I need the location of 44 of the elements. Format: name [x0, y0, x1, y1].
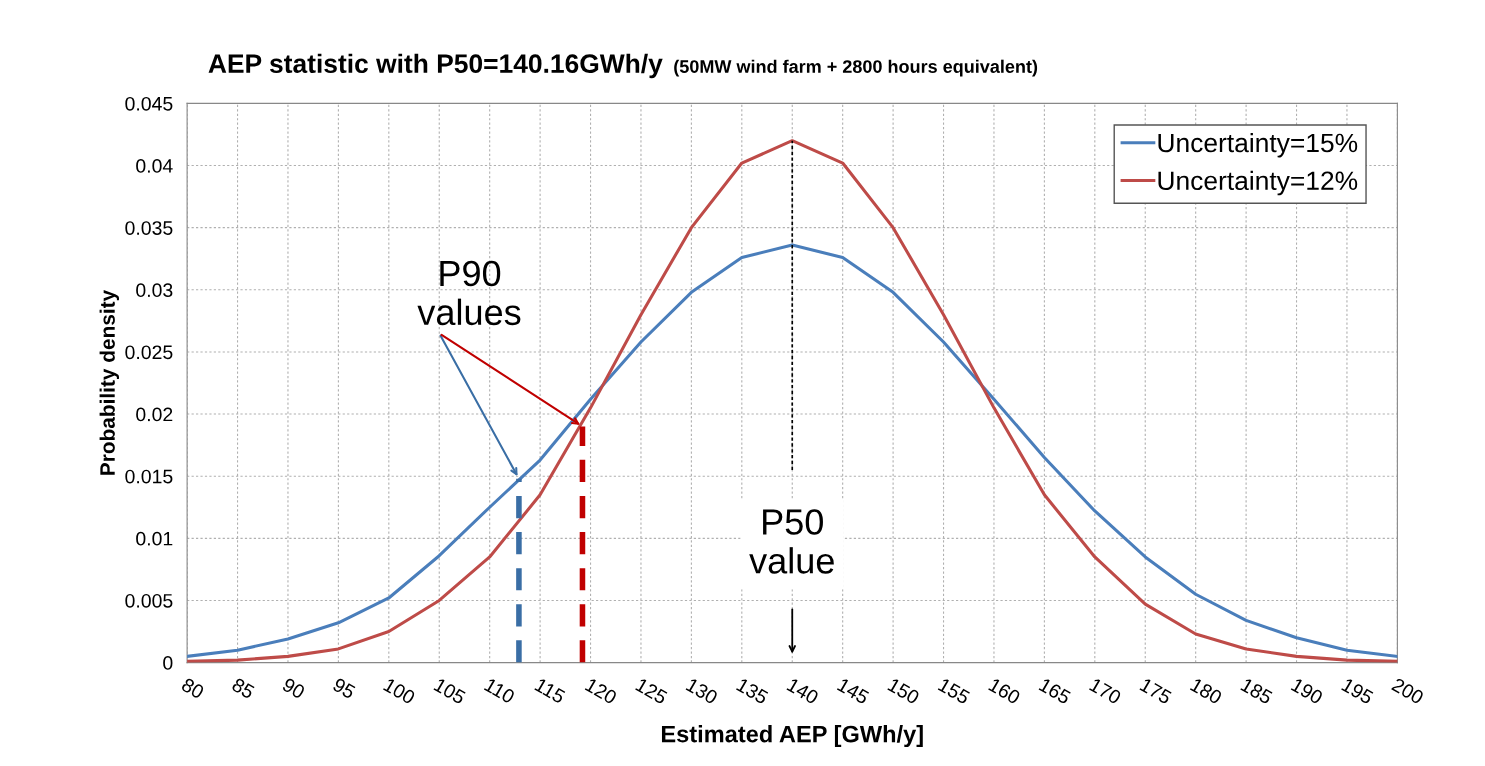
x-tick-label: 155 — [937, 677, 971, 705]
x-tick-label: 120 — [584, 677, 618, 705]
x-tick-label: 135 — [735, 677, 769, 705]
y-tick-label: 0.025 — [125, 345, 173, 360]
y-tick-label: 0.04 — [136, 159, 173, 173]
annotation: P50 value — [749, 509, 834, 574]
x-tick-label: 145 — [836, 677, 870, 705]
x-tick-label: 90 — [281, 677, 306, 700]
x-tick-label: 180 — [1189, 677, 1223, 705]
y-tick-label: 0.01 — [136, 531, 173, 546]
x-tick-label: 85 — [231, 677, 256, 700]
x-tick-label: 185 — [1240, 677, 1274, 705]
line-series — [187, 243, 1398, 658]
y-tick-label: 0.005 — [125, 593, 173, 608]
x-tick-label: 130 — [685, 677, 719, 705]
annotation: P90 values — [417, 260, 521, 326]
x-tick-label: 195 — [1341, 677, 1375, 705]
chart-subtitle: (50MW wind farm + 2800 hours equivalent) — [674, 59, 1038, 77]
x-tick-label: 165 — [1038, 677, 1072, 705]
chart-title: AEP statistic with P50=140.16GWh/y — [208, 53, 663, 79]
x-tick-label: 170 — [1088, 677, 1122, 705]
legend-label: Uncertainty=15% — [1158, 132, 1358, 158]
y-axis-title: Probability density — [99, 289, 120, 475]
y-tick-label: 0.02 — [136, 407, 173, 422]
x-tick-label: 175 — [1139, 677, 1173, 705]
y-tick-label: 0 — [163, 656, 173, 670]
x-tick-label: 200 — [1391, 677, 1425, 705]
y-tick-label: 0.035 — [125, 221, 173, 235]
x-tick-label: 105 — [433, 677, 467, 705]
x-tick-label: 150 — [887, 677, 921, 705]
x-tick-label: 190 — [1290, 677, 1324, 705]
x-tick-label: 80 — [180, 677, 205, 700]
x-axis-title: Estimated AEP [GWh/y] — [661, 725, 923, 748]
y-tick-label: 0.03 — [136, 283, 173, 298]
x-tick-label: 100 — [382, 677, 416, 705]
x-tick-label: 160 — [988, 677, 1022, 705]
x-tick-label: 125 — [635, 677, 669, 705]
x-tick-label: 95 — [332, 677, 357, 700]
x-tick-label: 140 — [786, 677, 820, 705]
x-tick-label: 110 — [483, 677, 516, 704]
x-tick-label: 115 — [534, 677, 566, 704]
legend-label: Uncertainty=12% — [1158, 170, 1358, 196]
y-tick-label: 0.015 — [125, 469, 173, 484]
y-tick-label: 0.045 — [125, 96, 173, 111]
